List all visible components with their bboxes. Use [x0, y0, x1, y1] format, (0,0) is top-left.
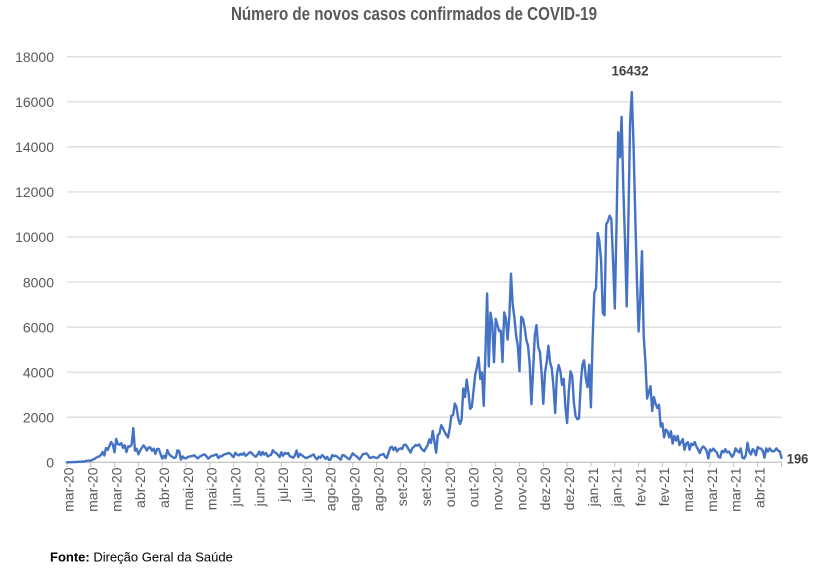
svg-text:16000: 16000 — [15, 94, 54, 110]
svg-text:16432: 16432 — [612, 63, 649, 79]
svg-text:ago-20: ago-20 — [370, 467, 386, 511]
svg-text:out-20: out-20 — [442, 467, 458, 507]
svg-text:fev-21: fev-21 — [656, 467, 672, 506]
svg-text:14000: 14000 — [15, 139, 54, 155]
svg-text:10000: 10000 — [15, 229, 54, 245]
svg-text:nov-20: nov-20 — [489, 467, 505, 510]
svg-text:2000: 2000 — [23, 409, 54, 425]
svg-text:jul-20: jul-20 — [275, 467, 291, 502]
svg-text:mar-20: mar-20 — [108, 467, 124, 512]
svg-text:8000: 8000 — [23, 274, 54, 290]
svg-text:set-20: set-20 — [418, 467, 434, 506]
svg-text:mar-21: mar-21 — [704, 467, 720, 512]
svg-text:18000: 18000 — [15, 49, 54, 65]
svg-text:dez-20: dez-20 — [561, 467, 577, 510]
svg-text:mar-21: mar-21 — [680, 467, 696, 512]
svg-text:Fonte: Direção Geral da Saúde: Fonte: Direção Geral da Saúde — [50, 550, 233, 565]
svg-text:abr-20: abr-20 — [156, 467, 172, 508]
svg-text:jun-20: jun-20 — [227, 467, 243, 507]
svg-text:ago-20: ago-20 — [347, 467, 363, 511]
svg-text:196: 196 — [787, 452, 809, 467]
svg-text:ago-20: ago-20 — [323, 467, 339, 511]
svg-text:set-20: set-20 — [394, 467, 410, 506]
svg-text:mar-20: mar-20 — [61, 467, 77, 512]
svg-text:dez-20: dez-20 — [537, 467, 553, 510]
svg-text:jan-21: jan-21 — [609, 467, 625, 507]
svg-text:out-20: out-20 — [466, 467, 482, 507]
svg-text:mar-21: mar-21 — [728, 467, 744, 512]
svg-text:jun-20: jun-20 — [251, 467, 267, 507]
svg-text:mai-20: mai-20 — [180, 467, 196, 510]
svg-text:12000: 12000 — [15, 184, 54, 200]
svg-text:jan-21: jan-21 — [585, 467, 601, 507]
svg-text:abr-20: abr-20 — [132, 467, 148, 508]
svg-text:mar-20: mar-20 — [85, 467, 101, 512]
svg-text:abr-21: abr-21 — [751, 467, 767, 508]
svg-text:Número de novos casos confirma: Número de novos casos confirmados de COV… — [231, 3, 597, 24]
svg-text:6000: 6000 — [23, 319, 54, 335]
svg-text:nov-20: nov-20 — [513, 467, 529, 510]
svg-text:4000: 4000 — [23, 364, 54, 380]
svg-text:jul-20: jul-20 — [299, 467, 315, 502]
svg-text:0: 0 — [46, 455, 54, 471]
svg-text:mai-20: mai-20 — [204, 467, 220, 510]
svg-text:fev-21: fev-21 — [632, 467, 648, 506]
